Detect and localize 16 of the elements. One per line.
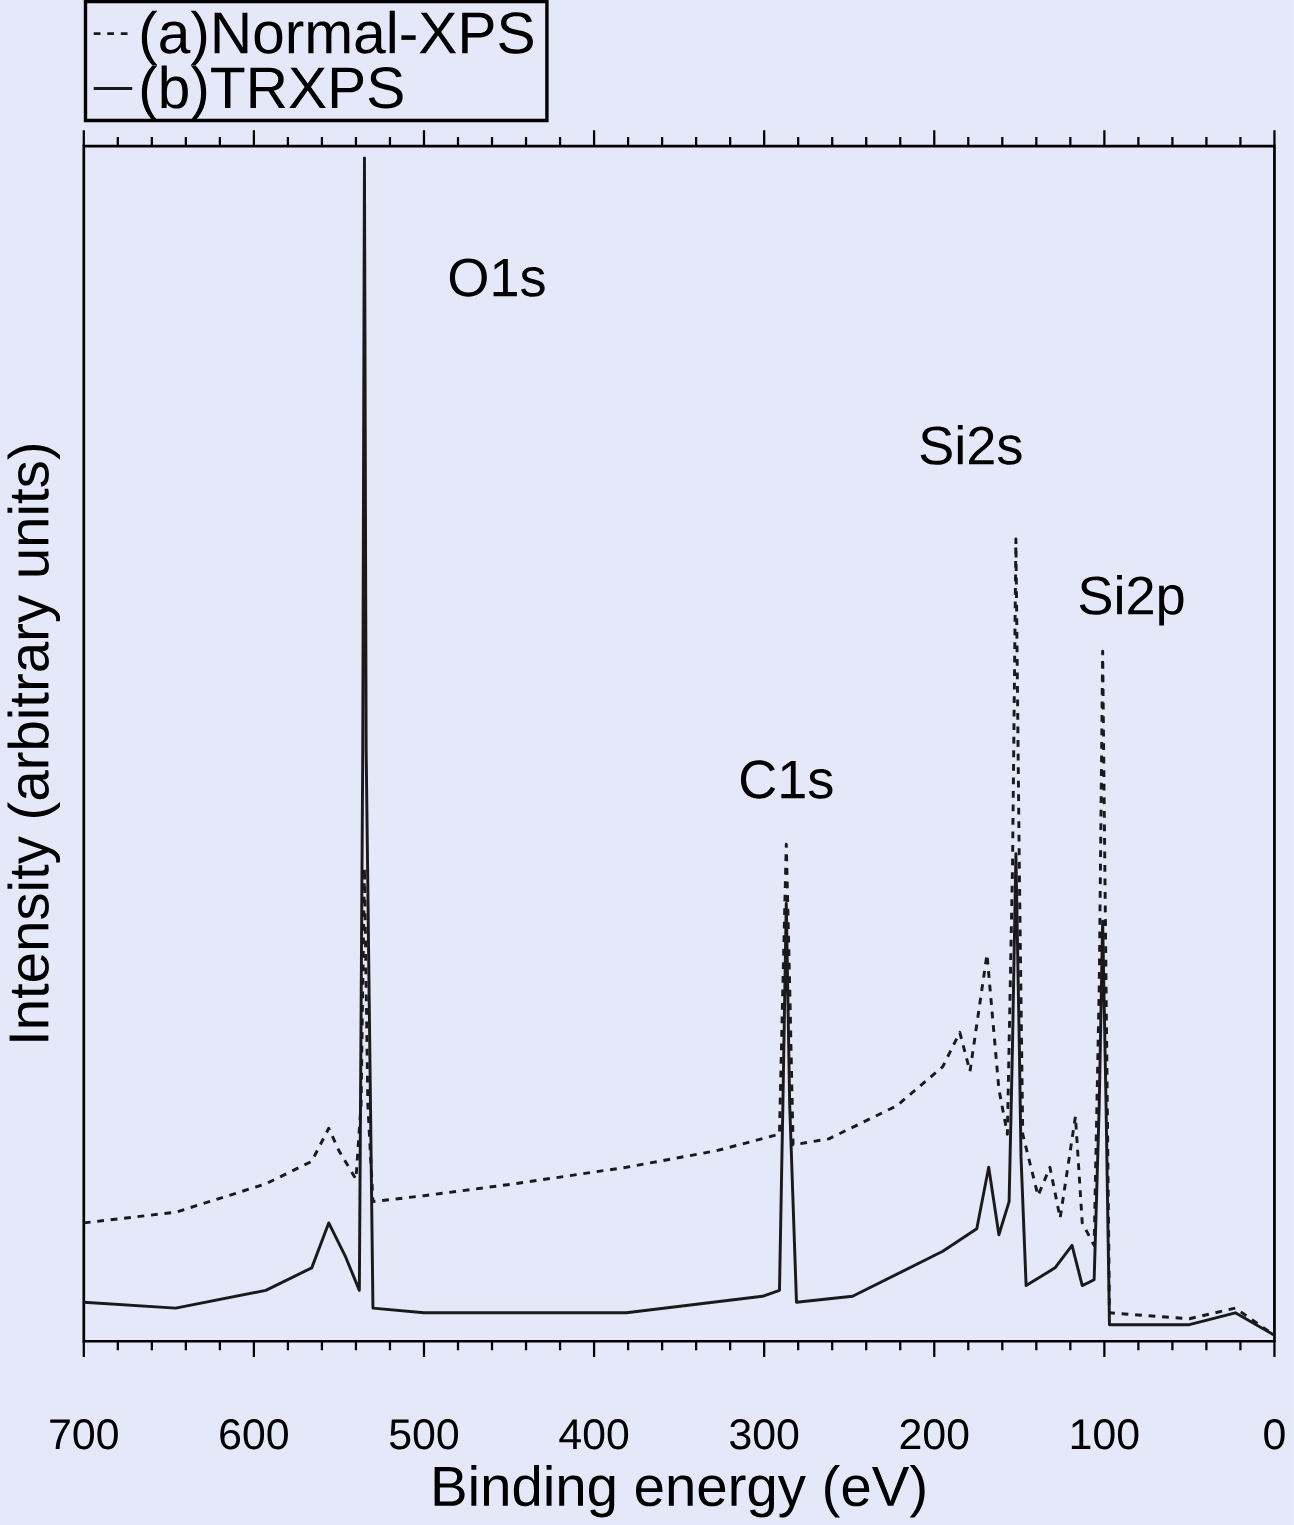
x-tick-label: 200 xyxy=(900,1419,969,1450)
x-tick-label: 500 xyxy=(390,1419,459,1450)
legend-label: (b)TRXPS xyxy=(141,65,403,121)
x-tick-label: 0 xyxy=(1264,1419,1285,1450)
annotation: Si2s xyxy=(920,424,1022,465)
annotation: O1s xyxy=(449,258,545,297)
x-tick-label: 100 xyxy=(1071,1419,1139,1450)
x-tick-label: 400 xyxy=(559,1419,629,1450)
x-tick-label: 300 xyxy=(730,1419,799,1450)
x-tick-label: 700 xyxy=(50,1419,118,1450)
x-axis-title: Binding energy (eV) xyxy=(434,1464,925,1518)
annotation: Si2p xyxy=(1079,575,1184,626)
legend-label: (a)Normal-XPS xyxy=(141,10,533,66)
x-tick-label: 600 xyxy=(220,1419,288,1450)
annotation: C1s xyxy=(740,760,833,799)
y-axis-title: Intensity (arbitrary units) xyxy=(7,444,61,1041)
